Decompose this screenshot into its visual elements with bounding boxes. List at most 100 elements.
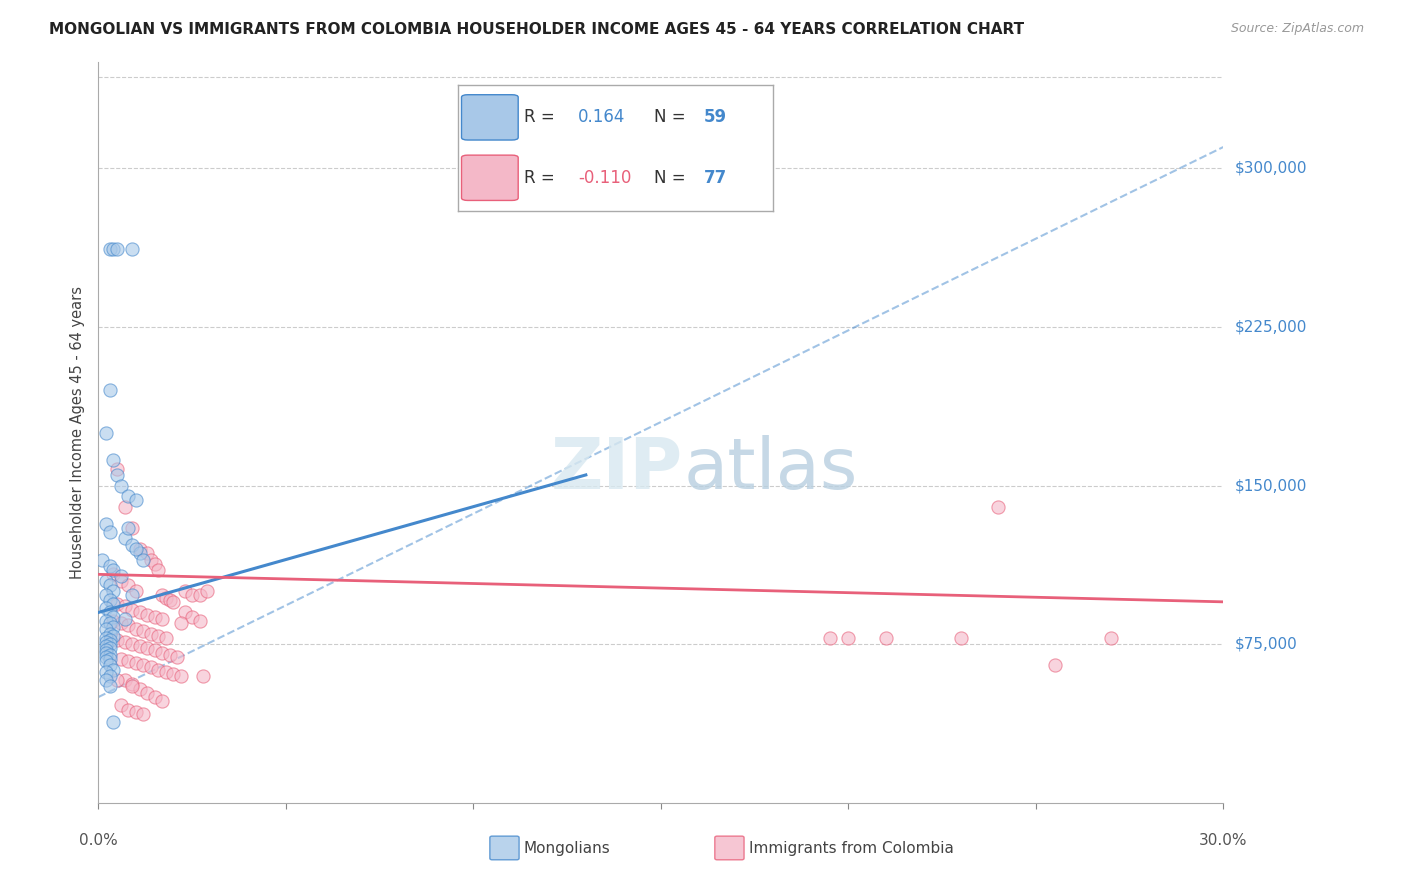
Point [143, 557, 166, 571]
Point [103, 715, 125, 730]
Point [128, 640, 150, 654]
Point [94, 425, 117, 440]
Point [103, 597, 125, 611]
Point [94, 673, 117, 687]
Point [94, 649, 117, 664]
Point [94, 574, 117, 588]
Point [170, 615, 193, 630]
Point [166, 649, 188, 664]
Point [98, 242, 121, 256]
Point [117, 703, 139, 717]
Point [128, 606, 150, 620]
Point [114, 500, 136, 514]
Text: $150,000: $150,000 [1234, 478, 1306, 493]
Point [121, 680, 143, 694]
Point [148, 629, 170, 643]
Point [150, 589, 173, 603]
Point [98, 669, 121, 683]
Point [110, 698, 132, 713]
Point [132, 552, 155, 566]
Point [170, 669, 193, 683]
Point [125, 623, 148, 637]
Point [117, 578, 139, 592]
Point [114, 612, 136, 626]
Point [1099, 631, 1122, 645]
Point [136, 607, 159, 622]
Point [128, 546, 150, 560]
Point [98, 592, 121, 607]
Point [105, 242, 128, 256]
Point [136, 546, 159, 560]
Point [94, 631, 117, 645]
Point [98, 524, 121, 539]
Point [103, 663, 125, 677]
Point [155, 665, 177, 679]
Point [139, 552, 162, 566]
Point [121, 242, 143, 256]
Point [818, 631, 841, 645]
Point [117, 521, 139, 535]
Point [181, 589, 204, 603]
Point [128, 541, 150, 556]
Point [91, 552, 114, 566]
Point [117, 654, 139, 668]
Point [103, 453, 125, 467]
Point [121, 677, 143, 691]
Point [94, 635, 117, 649]
Point [150, 694, 173, 708]
Point [98, 648, 121, 662]
Point [125, 656, 148, 670]
Point [110, 478, 132, 492]
Point [121, 538, 143, 552]
Point [94, 643, 117, 657]
Point [110, 652, 132, 666]
Point [98, 615, 121, 630]
Point [150, 646, 173, 660]
Point [136, 686, 159, 700]
Point [188, 614, 211, 628]
Point [143, 643, 166, 657]
Point [98, 606, 121, 620]
Text: 30.0%: 30.0% [1199, 833, 1247, 848]
Point [105, 467, 128, 482]
Text: ZIP: ZIP [551, 435, 683, 504]
Point [94, 589, 117, 603]
Text: MONGOLIAN VS IMMIGRANTS FROM COLOMBIA HOUSEHOLDER INCOME AGES 45 - 64 YEARS CORR: MONGOLIAN VS IMMIGRANTS FROM COLOMBIA HO… [49, 22, 1025, 37]
Text: Immigrants from Colombia: Immigrants from Colombia [748, 841, 953, 856]
Point [105, 673, 128, 687]
Point [103, 614, 125, 628]
Point [98, 637, 121, 651]
Point [105, 461, 128, 475]
Point [139, 626, 162, 640]
Point [837, 631, 859, 645]
Text: Source: ZipAtlas.com: Source: ZipAtlas.com [1230, 22, 1364, 36]
Point [117, 618, 139, 632]
Point [110, 569, 132, 583]
Point [125, 541, 148, 556]
Point [103, 242, 125, 256]
Point [114, 635, 136, 649]
FancyBboxPatch shape [489, 836, 519, 860]
Point [94, 601, 117, 615]
Point [136, 641, 159, 656]
Point [98, 652, 121, 666]
Point [155, 631, 177, 645]
Point [114, 673, 136, 687]
Point [103, 620, 125, 634]
Y-axis label: Householder Income Ages 45 - 64 years: Householder Income Ages 45 - 64 years [70, 286, 86, 579]
Point [125, 493, 148, 508]
Point [125, 705, 148, 719]
Point [98, 558, 121, 573]
Point [98, 626, 121, 640]
Point [128, 681, 150, 696]
Point [193, 669, 215, 683]
Point [148, 663, 170, 677]
Point [143, 609, 166, 624]
Text: Mongolians: Mongolians [523, 841, 610, 856]
Point [98, 632, 121, 647]
Point [162, 666, 184, 681]
Point [148, 563, 170, 577]
Point [94, 614, 117, 628]
Point [173, 584, 195, 599]
Point [94, 665, 117, 679]
